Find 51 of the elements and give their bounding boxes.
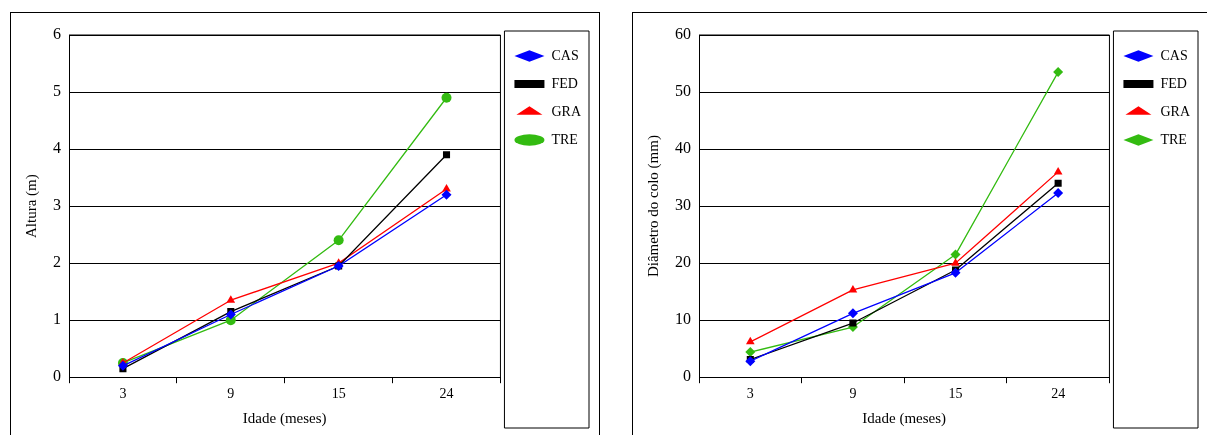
y-tick-label: 3	[53, 196, 61, 214]
point	[1054, 179, 1062, 187]
point	[1053, 67, 1064, 78]
x-axis-title: Idade (meses)	[862, 409, 947, 427]
point	[950, 249, 961, 260]
point	[1053, 187, 1064, 198]
y-tick-label: 60	[675, 25, 691, 43]
y-tick-label: 30	[675, 196, 691, 214]
x-tick-label: 24	[1051, 386, 1066, 402]
x-tick-label: 9	[227, 386, 235, 402]
point	[745, 336, 755, 345]
legend-label: FED	[551, 75, 578, 91]
y-tick-label: 5	[53, 82, 61, 100]
y-tick-label: 0	[53, 367, 61, 385]
x-tick-label: 15	[948, 386, 963, 402]
y-tick-label: 40	[675, 139, 691, 157]
y-tick-label: 2	[53, 253, 61, 271]
legend-label: TRE	[551, 131, 578, 147]
y-tick-label: 10	[675, 310, 691, 328]
x-tick-label: 3	[746, 386, 754, 402]
legend-label: GRA	[1160, 103, 1191, 119]
point	[951, 258, 960, 266]
legend-label: CAS	[551, 47, 579, 63]
point	[1053, 166, 1063, 175]
point	[441, 92, 452, 103]
point	[847, 308, 858, 319]
legend-label: FED	[1160, 75, 1187, 91]
x-tick-label: 24	[439, 386, 454, 402]
point	[848, 284, 858, 293]
x-axis-title: Idade (meses)	[242, 409, 327, 427]
x-tick-label: 3	[119, 386, 127, 402]
y-tick-label: 0	[683, 367, 691, 385]
point	[226, 295, 236, 303]
y-tick-label: 50	[675, 82, 691, 100]
y-tick-label: 6	[53, 25, 61, 43]
legend-label: TRE	[1160, 131, 1187, 147]
y-tick-label: 4	[53, 139, 61, 157]
y-axis-title: Altura (m)	[22, 174, 40, 238]
point	[225, 309, 236, 320]
y-tick-label: 20	[675, 253, 691, 271]
point	[441, 189, 452, 200]
legend-label: GRA	[551, 103, 582, 119]
point	[849, 319, 857, 327]
point	[442, 151, 451, 159]
y-axis-title: Diâmetro do colo (mm)	[644, 135, 662, 278]
point	[950, 267, 961, 278]
y-tick-label: 1	[53, 310, 61, 328]
x-tick-label: 15	[331, 386, 346, 402]
point	[333, 235, 344, 246]
x-tick-label: 9	[849, 386, 857, 402]
legend-label: CAS	[1160, 47, 1188, 63]
